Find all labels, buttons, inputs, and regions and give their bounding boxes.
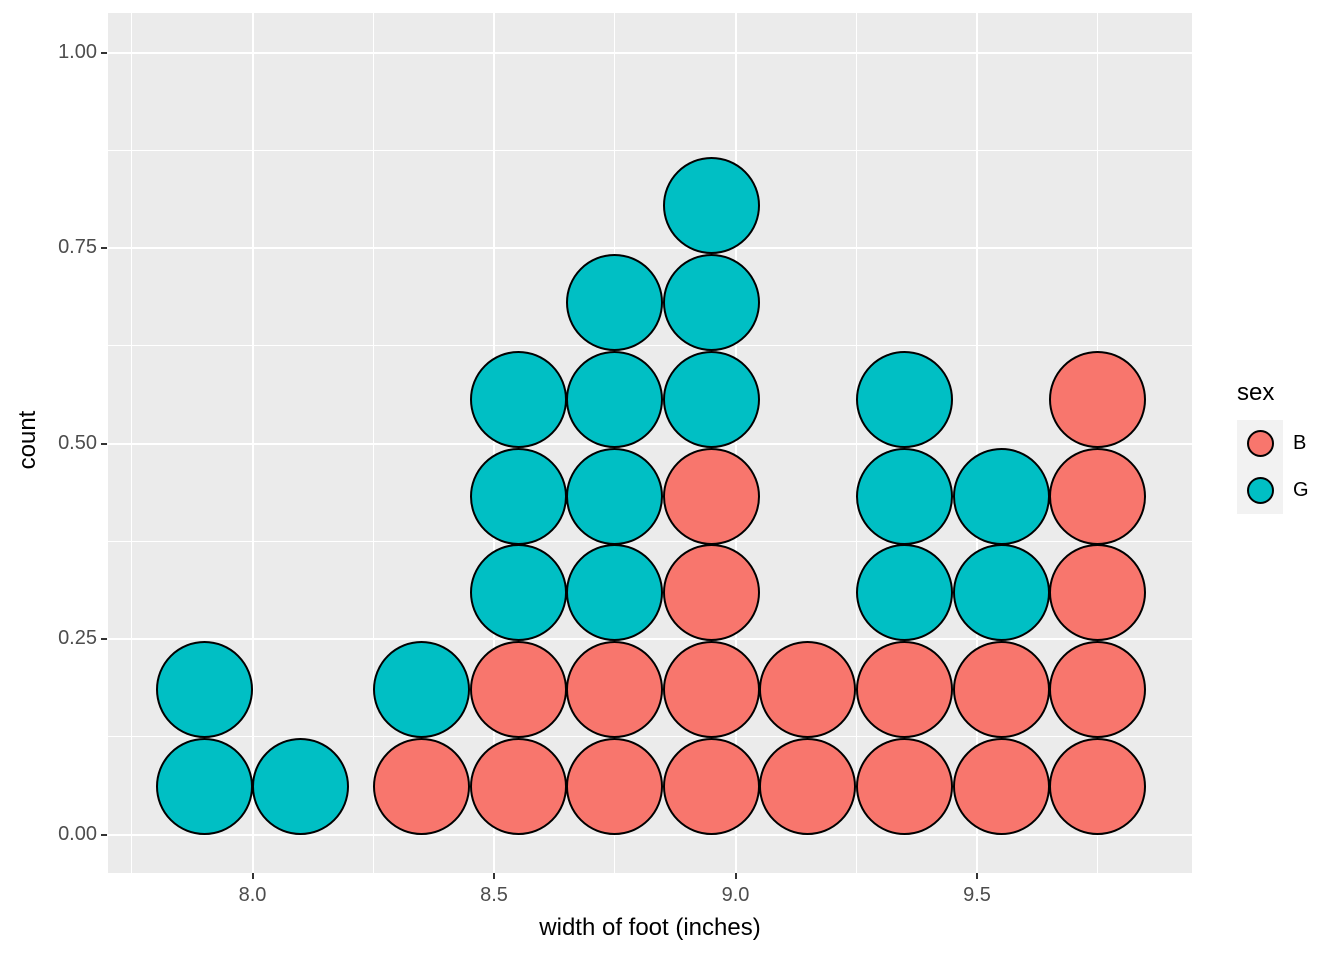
gridline-major-y	[108, 51, 1192, 54]
dot-G	[469, 350, 567, 448]
dot-B	[662, 738, 760, 835]
legend-key-dot-icon	[1246, 477, 1274, 504]
y-tick-label: 1.00	[58, 40, 97, 63]
dot-G	[155, 641, 253, 739]
legend-entry-B: B	[1237, 420, 1343, 467]
dot-G	[662, 254, 760, 351]
plot-panel	[108, 13, 1192, 873]
gridline-major-y	[108, 833, 1192, 836]
x-axis-title: width of foot (inches)	[539, 914, 761, 941]
x-tick-mark	[734, 873, 737, 879]
gridline-minor-y	[108, 345, 1192, 347]
dot-B	[759, 738, 857, 835]
legend-title: sex	[1237, 379, 1275, 406]
dot-G	[566, 350, 664, 448]
gridline-major-y	[108, 247, 1192, 249]
dot-G	[566, 254, 664, 351]
legend-key-box	[1237, 420, 1283, 467]
y-tick-label: 0.00	[58, 822, 97, 845]
y-tick-label: 0.25	[58, 627, 97, 649]
dot-G	[566, 544, 664, 642]
dot-B	[1049, 544, 1147, 642]
dot-G	[373, 641, 471, 739]
dot-G	[952, 447, 1050, 545]
dot-G	[469, 544, 567, 642]
dot-B	[1049, 738, 1147, 835]
gridline-minor-y	[108, 736, 1192, 738]
gridline-major-x	[976, 13, 978, 873]
x-tick-mark	[493, 873, 495, 879]
dot-B	[662, 447, 760, 545]
y-tick-mark	[101, 51, 107, 54]
legend-key-box	[1237, 467, 1283, 514]
legend-key-label: G	[1293, 479, 1309, 501]
gridline-major-y	[108, 442, 1192, 445]
dot-B	[566, 738, 664, 835]
dot-B	[952, 641, 1050, 739]
gridline-major-x	[493, 13, 495, 873]
x-tick-mark	[976, 873, 978, 879]
gridline-major-y	[108, 638, 1192, 640]
dot-B	[856, 738, 954, 835]
gridline-major-x	[734, 13, 737, 873]
legend-key-label: B	[1293, 432, 1307, 454]
dot-G	[566, 447, 664, 545]
y-axis-title: count	[14, 410, 41, 470]
gridline-major-x	[251, 13, 254, 873]
y-tick-label: 0.75	[58, 236, 97, 258]
dot-G	[856, 350, 954, 448]
y-tick-mark	[101, 638, 107, 640]
dot-B	[662, 544, 760, 642]
dot-G	[856, 447, 954, 545]
dot-B	[856, 641, 954, 739]
gridline-minor-y	[108, 540, 1192, 542]
dot-G	[252, 738, 350, 835]
dot-B	[469, 641, 567, 739]
y-tick-mark	[101, 442, 107, 445]
dot-G	[856, 544, 954, 642]
dot-G	[155, 738, 253, 835]
dot-B	[566, 641, 664, 739]
dot-B	[373, 738, 471, 835]
dot-B	[759, 641, 857, 739]
dot-B	[1049, 447, 1147, 545]
dot-G	[662, 350, 760, 448]
x-tick-label: 8.0	[238, 884, 267, 906]
dot-B	[469, 738, 567, 835]
dot-G	[469, 447, 567, 545]
dot-B	[1049, 350, 1147, 448]
legend-entry-G: G	[1237, 467, 1343, 514]
y-tick-label: 0.50	[58, 431, 97, 454]
y-tick-mark	[101, 833, 107, 836]
dot-G	[952, 544, 1050, 642]
dot-G	[662, 157, 760, 255]
gridline-minor-y	[108, 149, 1192, 151]
x-tick-mark	[251, 873, 254, 879]
x-tick-label: 9.0	[721, 884, 750, 906]
x-tick-label: 8.5	[480, 884, 508, 906]
legend-key-dot-icon	[1246, 430, 1274, 457]
x-tick-label: 9.5	[963, 884, 991, 906]
y-tick-mark	[101, 247, 107, 249]
dot-B	[1049, 641, 1147, 739]
dot-B	[952, 738, 1050, 835]
dot-B	[662, 641, 760, 739]
